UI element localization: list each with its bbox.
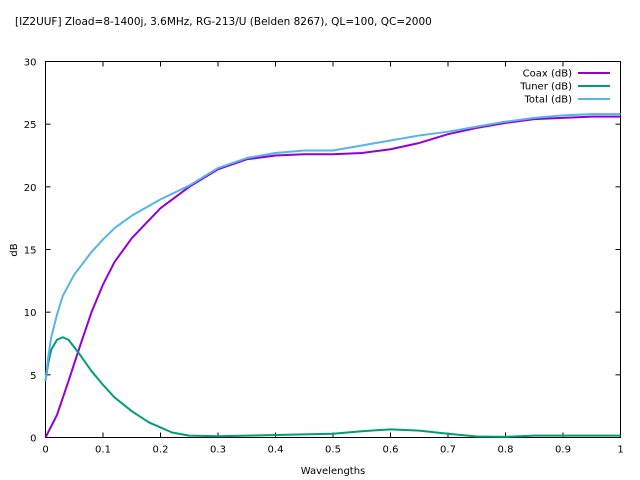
x-tick-label: 0.1 <box>95 445 111 456</box>
legend-label: Coax (dB) <box>523 69 572 80</box>
y-tick-label: 10 <box>24 308 37 319</box>
y-axis-label: dB <box>9 243 20 256</box>
y-tick-label: 0 <box>30 434 36 445</box>
x-tick-label: 0.7 <box>440 445 456 456</box>
x-tick-label: 0.2 <box>153 445 169 456</box>
legend-label: Tuner (dB) <box>519 82 572 93</box>
x-axis-label: Wavelengths <box>301 466 366 477</box>
x-tick-label: 0.9 <box>555 445 571 456</box>
legend-label: Total (dB) <box>523 95 572 106</box>
series-lines <box>44 113 621 438</box>
x-tick-label: 0.8 <box>498 445 514 456</box>
x-tick-label: 0.4 <box>268 445 284 456</box>
series-line-tuner <box>44 336 621 438</box>
x-tick-label: 0 <box>42 445 48 456</box>
y-tick-label: 5 <box>30 371 36 382</box>
series-line-coax <box>44 115 621 438</box>
x-tick-label: 1 <box>617 445 623 456</box>
series-line-total <box>44 113 621 382</box>
x-tick-label: 0.5 <box>325 445 341 456</box>
chart-title: [IZ2UUF] Zload=8-1400j, 3.6MHz, RG-213/U… <box>15 16 432 28</box>
y-tick-label: 15 <box>24 246 37 257</box>
legend: Coax (dB) Tuner (dB) Total (dB) <box>519 69 610 106</box>
y-tick-label: 30 <box>24 58 37 69</box>
x-tick-label: 0.3 <box>210 445 226 456</box>
x-tick-label: 0.6 <box>383 445 399 456</box>
y-tick-label: 25 <box>24 120 37 131</box>
y-tick-label: 20 <box>24 183 37 194</box>
